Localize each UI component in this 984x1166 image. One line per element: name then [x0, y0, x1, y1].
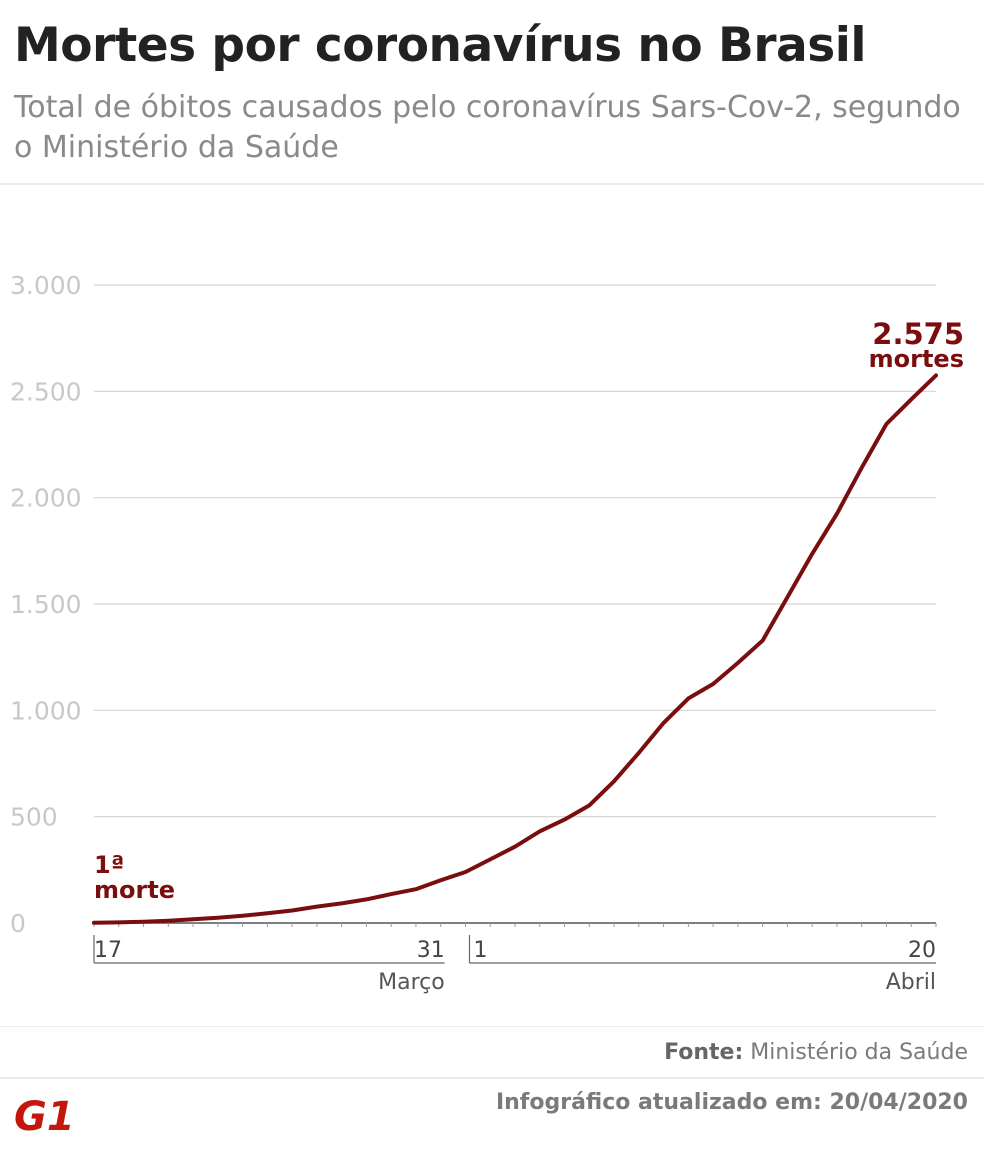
chart-title: Mortes por coronavírus no Brasil: [14, 18, 866, 73]
x-tick-label: 31: [417, 938, 445, 963]
updated-note: Infográfico atualizado em: 20/04/2020: [495, 1090, 968, 1115]
source-text: Ministério da Saúde: [743, 1040, 968, 1065]
y-tick-label: 2.500: [10, 377, 82, 406]
g1-logo-icon: G1: [14, 1094, 75, 1134]
x-tick-label: 1: [473, 938, 487, 963]
annotation-total-value: 2.575: [872, 317, 964, 351]
y-tick-label: 1.000: [10, 696, 82, 725]
source-note: Fonte: Ministério da Saúde: [664, 1040, 968, 1065]
line-chart: 0 500 1.000 1.500 2.000 2.500 3.000 17 31 1 20 Març…: [10, 271, 964, 995]
annotation-total-unit: mortes: [869, 345, 964, 373]
header-divider: [0, 183, 984, 185]
y-tick-label: 3.000: [10, 271, 82, 300]
source-label: Fonte:: [664, 1040, 744, 1065]
y-tick-label: 500: [10, 803, 58, 832]
y-tick-label: 1.500: [10, 590, 82, 619]
x-tick-label: 20: [908, 938, 936, 963]
x-tick-label: 17: [94, 938, 122, 963]
g1-logo-text: G1: [14, 1094, 75, 1134]
y-tick-label: 2.000: [10, 484, 82, 513]
footer-divider: [0, 1077, 984, 1079]
annotation-first-death-line2: morte: [94, 876, 175, 904]
annotation-first-death-line1: 1ª: [94, 851, 124, 879]
chart-footer-divider: [0, 1026, 984, 1027]
month-label: Abril: [886, 970, 936, 995]
series-line: [92, 373, 938, 925]
month-label: Março: [378, 970, 445, 995]
y-tick-label: 0: [10, 909, 26, 938]
chart-subtitle: Total de óbitos causados pelo coronavíru…: [14, 90, 961, 165]
